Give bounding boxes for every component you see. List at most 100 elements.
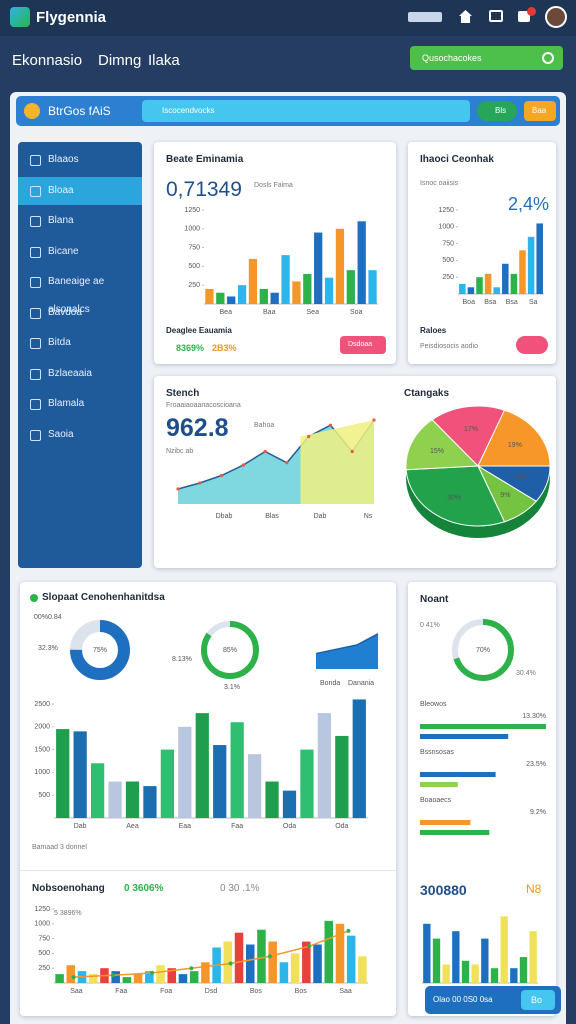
y-tick-label: 2500	[34, 701, 50, 708]
kpi-note: Bahoa	[254, 422, 275, 429]
legend: Bonda	[320, 680, 340, 687]
search-bar[interactable]: Iscocendvocks	[142, 100, 470, 122]
nav-item[interactable]: Blana	[18, 207, 142, 235]
nav-item[interactable]: Baneaige ae alsonalcs	[18, 268, 142, 315]
x-tick-label: Sa	[529, 299, 538, 306]
bar	[368, 270, 377, 304]
kpi-note: Dosls Faima	[254, 182, 293, 189]
trend-line	[73, 930, 349, 978]
legend: 5 3896%	[54, 910, 82, 917]
bar	[335, 228, 345, 304]
bar	[510, 273, 518, 294]
row-label: Bleowos	[420, 701, 447, 708]
search-button[interactable]: Qusochacokes	[410, 46, 563, 70]
mail-icon[interactable]	[489, 10, 503, 22]
point	[263, 449, 267, 454]
y-tick-label: 500	[38, 792, 50, 799]
nav-item[interactable]: Blamala	[18, 390, 142, 418]
float-button[interactable]: Olao 00 0S0 0sa Bo	[425, 986, 561, 1014]
nav-item[interactable]: Bloaa	[18, 176, 142, 205]
y-tick-label: 250	[188, 282, 200, 289]
stat: 0 3606%	[124, 883, 164, 894]
x-tick-label: Eaa	[179, 823, 192, 830]
card-button[interactable]: Dsdoaa	[340, 336, 386, 354]
tab[interactable]: Dimng	[98, 52, 142, 69]
y-tick-label: 250	[442, 274, 454, 281]
x-tick-label: Foa	[160, 988, 172, 995]
slice-label: 17%	[464, 426, 478, 433]
progress-bar	[420, 724, 546, 729]
x-tick-label: Dab	[74, 823, 87, 830]
tab[interactable]: Ilaka	[148, 52, 180, 69]
bar	[519, 250, 526, 294]
y-tick-label: 500	[442, 257, 454, 264]
donut-label: 75%	[93, 647, 107, 654]
button-chip[interactable]: Bo	[521, 990, 555, 1010]
trend-point	[307, 944, 312, 949]
bar	[290, 953, 300, 983]
toolbar-title: BtrGos fAiS	[48, 104, 111, 118]
nav-item[interactable]: Bzlaeaaia	[18, 360, 142, 388]
bar	[346, 270, 355, 304]
nav-item[interactable]: Bavdoa	[18, 299, 142, 327]
home-icon[interactable]	[459, 10, 472, 23]
noant-widgets: 70% Bleowos 13.30% Bssnsosas 23.5% Boaoaecs 9.…	[420, 619, 546, 835]
bar	[205, 288, 214, 304]
side-label: 30.4%	[516, 670, 536, 677]
y-tick-label: 750	[188, 244, 200, 251]
slice-label: 19%	[508, 442, 522, 449]
sidebar: Blaaos Bloaa Blana Bicane Baneaige ae alsona…	[18, 142, 142, 568]
card-button[interactable]	[516, 336, 548, 354]
bar	[111, 971, 120, 983]
bar	[145, 971, 154, 983]
nav-item[interactable]: Saoia	[18, 421, 142, 449]
card-title: Beate Eminamia	[166, 154, 244, 165]
slice-label: 10%	[513, 474, 527, 481]
stat: 300880	[420, 882, 467, 898]
x-tick-label: Baa	[263, 309, 276, 316]
bar-chart: 500 1000 1500 2000 2500 Dab Aea Eaa Faa Oda Oda	[34, 699, 368, 830]
bar	[423, 923, 431, 983]
bar	[281, 255, 290, 304]
bar	[471, 964, 479, 983]
status-pill[interactable]: Bls	[477, 101, 517, 121]
bar	[335, 923, 345, 983]
bar	[143, 786, 157, 818]
under-label: 3.1%	[224, 684, 240, 691]
bar	[257, 929, 266, 983]
side-label: 00%0.84	[34, 614, 62, 621]
bar	[303, 273, 312, 304]
nav-link[interactable]	[408, 12, 442, 22]
card-footer: Bamaad 3 donnel	[32, 844, 87, 851]
bar	[527, 236, 535, 294]
toolbar-icon	[24, 103, 40, 119]
bar	[245, 944, 255, 983]
notify-icon[interactable]	[518, 11, 530, 22]
trend-point	[267, 954, 272, 959]
bar	[227, 296, 236, 304]
bar-chart: 250 500 750 1000 1250 Bea Baa Sea Soa	[184, 207, 378, 316]
x-tick-label: Faa	[231, 823, 243, 830]
donut-arc	[201, 621, 259, 679]
search-placeholder: Iscocendvocks	[162, 106, 215, 115]
bar	[476, 277, 483, 294]
x-tick-label: Bos	[250, 988, 263, 995]
action-button[interactable]: Baa	[524, 101, 556, 121]
progress-bar	[420, 772, 496, 777]
bar-chart	[422, 916, 538, 984]
status-dot	[30, 594, 38, 602]
nav-item[interactable]: Bitda	[18, 329, 142, 357]
nav-item[interactable]: Blaaos	[18, 146, 142, 174]
bar	[268, 941, 277, 983]
bar	[490, 968, 499, 983]
row-label: Bssnsosas	[420, 749, 454, 756]
card-title: Nobsoenohang	[32, 883, 105, 894]
row-value: 13.30%	[522, 713, 546, 720]
nav-item[interactable]: Bicane	[18, 238, 142, 266]
bar	[519, 957, 528, 983]
avatar[interactable]	[545, 6, 567, 28]
sales-card: Beate Eminamia 0,71349 Dosls Faima Deagl…	[154, 142, 396, 364]
donut-widgets: 75% 00%0.84 32.3% 85% 8.13% 3.1% Bonda Danania	[34, 614, 379, 691]
bar	[461, 960, 470, 983]
